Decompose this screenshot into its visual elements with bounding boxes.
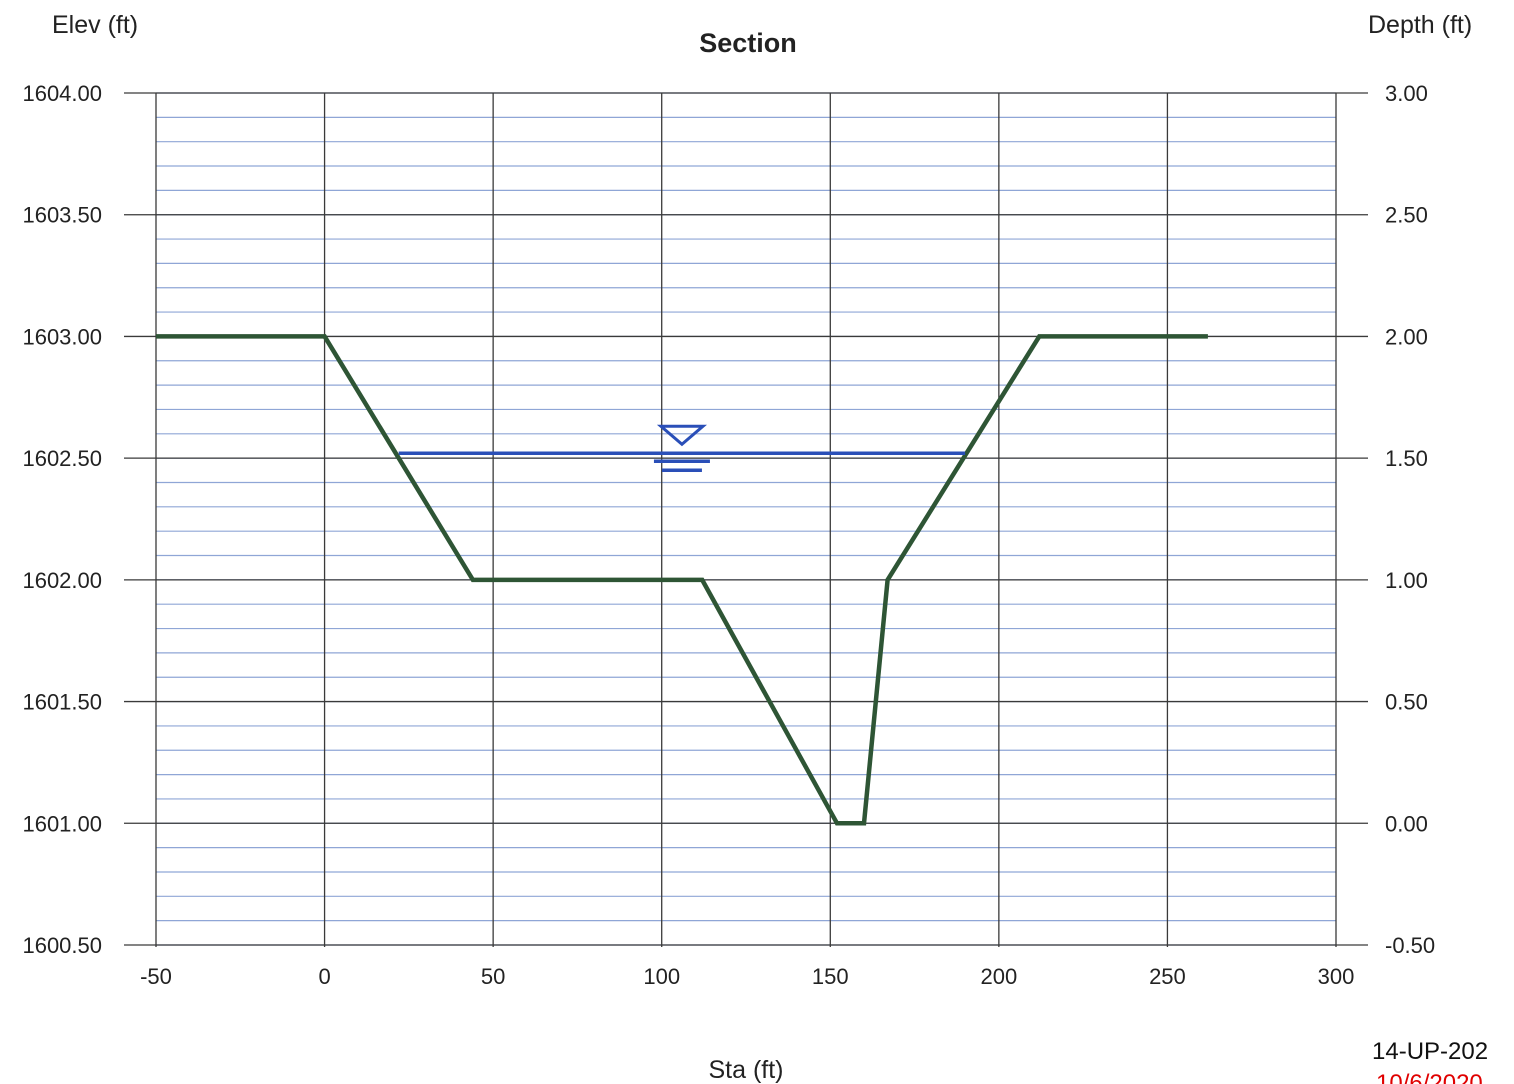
y-tick-label: 1602.00 bbox=[22, 568, 102, 593]
series-layer bbox=[156, 334, 1208, 826]
chart-title: Section bbox=[699, 28, 797, 58]
y-axis-label: Elev (ft) bbox=[52, 11, 138, 39]
y-tick-label: 1602.50 bbox=[22, 446, 102, 471]
y2-tick-label: 3.00 bbox=[1385, 81, 1428, 106]
y2-tick-label: -0.50 bbox=[1385, 933, 1435, 958]
x-tick-label: 0 bbox=[318, 964, 330, 989]
y2-tick-label: 2.00 bbox=[1385, 324, 1428, 349]
y-tick-label: 1601.50 bbox=[22, 690, 102, 715]
y2-tick-label: 1.50 bbox=[1385, 446, 1428, 471]
x-tick-label: -50 bbox=[140, 964, 172, 989]
y2-tick-label: 0.00 bbox=[1385, 811, 1428, 836]
x-tick-label: 300 bbox=[1318, 964, 1355, 989]
y-tick-label: 1604.00 bbox=[22, 81, 102, 106]
y2-axis-label: Depth (ft) bbox=[1368, 11, 1472, 39]
x-tick-label: 150 bbox=[812, 964, 849, 989]
grid-layer bbox=[124, 92, 1368, 947]
ground-profile-line bbox=[156, 334, 1208, 826]
y2-tick-label: 0.50 bbox=[1385, 690, 1428, 715]
x-tick-label: 200 bbox=[980, 964, 1017, 989]
x-tick-label: 50 bbox=[481, 964, 505, 989]
y2-tick-label: 2.50 bbox=[1385, 203, 1428, 228]
footer-id-text: 14-UP-202 bbox=[1372, 1038, 1489, 1065]
ticks-layer: 1604.00 3.00 1603.50 2.50 1603.00 2.00 1602.50… bbox=[22, 81, 1435, 989]
x-axis-label: Sta (ft) bbox=[708, 1056, 783, 1084]
y-tick-label: 1600.50 bbox=[22, 933, 102, 958]
footer-date-text: 10/6/2020 bbox=[1376, 1070, 1483, 1084]
x-tick-label: 100 bbox=[643, 964, 680, 989]
y2-tick-label: 1.00 bbox=[1385, 568, 1428, 593]
water-surface-triangle-marker bbox=[656, 424, 707, 447]
y-tick-label: 1603.50 bbox=[22, 203, 102, 228]
y-tick-label: 1603.00 bbox=[22, 324, 102, 349]
y-tick-label: 1601.00 bbox=[22, 811, 102, 836]
x-tick-label: 250 bbox=[1149, 964, 1186, 989]
